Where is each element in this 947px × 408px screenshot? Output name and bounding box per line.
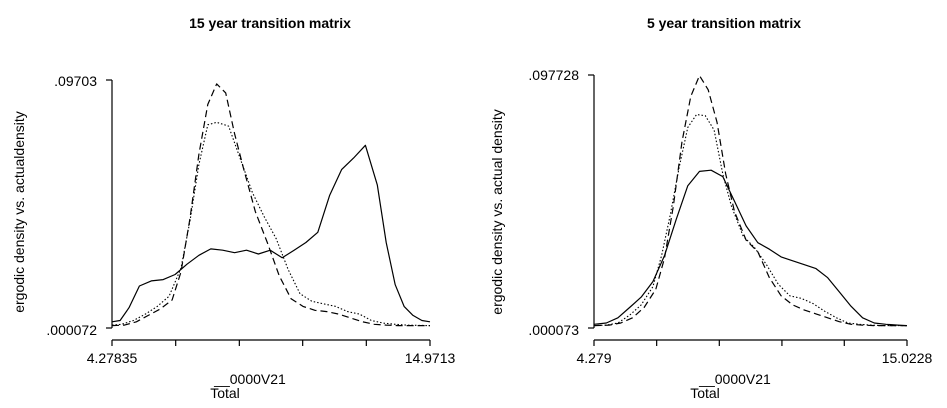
chart-title: 15 year transition matrix (189, 15, 351, 31)
series-line-solid (111, 144, 431, 323)
x-axis-sublabel: Total (690, 385, 720, 401)
chart-title: 5 year transition matrix (647, 15, 801, 31)
x-axis-label: __0000V21 (698, 371, 771, 387)
y-tick-label-max: .09703 (54, 73, 97, 89)
x-tick-label-min: 4.27835 (87, 350, 138, 366)
x-axis-sublabel: Total (210, 385, 240, 401)
y-tick-label-min: .000072 (46, 322, 97, 338)
y-axis-label: ergodic density vs. actualdensity (11, 111, 27, 313)
y-tick-label-max: .097728 (528, 67, 579, 83)
y-tick-label-min: .000073 (528, 322, 579, 338)
series-line-dashed (593, 74, 907, 327)
series-line-dotted (111, 121, 431, 327)
panel-5-year: 5 year transition matrix ergodic density… (489, 15, 933, 401)
y-axis-label: ergodic density vs. actual density (489, 109, 505, 314)
x-tick-label-max: 14.9713 (405, 350, 456, 366)
series-line-dashed (111, 83, 430, 327)
x-axis-label: __0000V21 (213, 371, 286, 387)
series-line-solid (593, 169, 907, 327)
panel-15-year: 15 year transition matrix ergodic densit… (11, 15, 456, 401)
x-tick-label-min: 4.279 (576, 350, 611, 366)
x-tick-label-max: 15.0228 (882, 350, 933, 366)
series-line-dotted (593, 113, 907, 327)
